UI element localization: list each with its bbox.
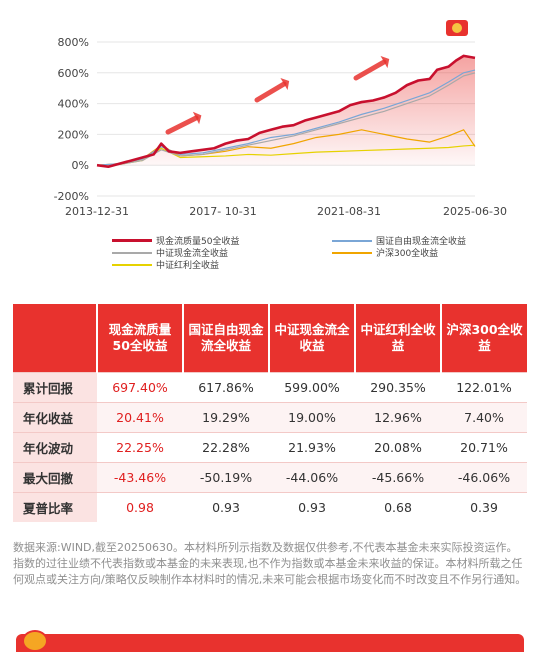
legend-label: 现金流质量50全收益 xyxy=(156,237,240,247)
table-cell: 19.29% xyxy=(183,401,269,432)
table-cell: 0.93 xyxy=(183,491,269,522)
legend-item: 国证自由现金流全收益 xyxy=(332,234,466,247)
table-cell: 12.96% xyxy=(355,401,441,432)
legend-swatch xyxy=(112,263,152,266)
table-row-label: 夏普比率 xyxy=(13,491,97,522)
table-cell: -44.06% xyxy=(269,461,355,492)
y-tick-label: 0% xyxy=(72,159,89,172)
legend-label: 中证现金流全收益 xyxy=(156,249,229,259)
table-cell: -43.46% xyxy=(97,461,183,492)
legend-label: 国证自由现金流全收益 xyxy=(376,237,467,247)
table-row-label: 年化波动 xyxy=(13,431,97,462)
table-cell: -45.66% xyxy=(355,461,441,492)
table-header-corner xyxy=(13,304,98,372)
table-cell: 697.40% xyxy=(97,371,183,402)
table-cell: 599.00% xyxy=(269,371,355,402)
flag-emblem-icon xyxy=(452,23,462,33)
legend-label: 沪深300全收益 xyxy=(376,249,439,259)
table-cell: -46.06% xyxy=(441,461,527,492)
metrics-table-wrapper: 现金流质量50全收益 国证自由现金流全收益 中证现金流全收益 中证红利全收益 沪… xyxy=(13,304,527,522)
legend-label: 中证红利全收益 xyxy=(156,261,220,271)
table-body: 累计回报 697.40% 617.86% 599.00% 290.35% 122.01% 年… xyxy=(13,371,527,522)
y-tick-label: 800% xyxy=(58,36,89,49)
table-cell: 0.39 xyxy=(441,491,527,522)
table-cell: 0.98 xyxy=(97,491,183,522)
series-line xyxy=(96,54,476,169)
trend-arrow-icon xyxy=(353,59,387,81)
x-tick-label: 2025-06-30 xyxy=(443,205,507,218)
trend-arrow-icon xyxy=(165,115,199,135)
table-row-label: 年化收益 xyxy=(13,401,97,432)
chart-legend: 现金流质量50全收益 国证自由现金流全收益中证现金流全收益 沪深300全收益中证红利… xyxy=(112,234,532,274)
table-header-cell: 现金流质量50全收益 xyxy=(97,304,184,372)
metrics-table: 现金流质量50全收益 国证自由现金流全收益 中证现金流全收益 中证红利全收益 沪… xyxy=(13,304,527,522)
main-series-area xyxy=(97,55,475,167)
legend-item: 中证现金流全收益 xyxy=(112,246,228,259)
table-header-cell: 中证红利全收益 xyxy=(355,304,442,372)
table-cell: 20.41% xyxy=(97,401,183,432)
y-tick-label: 400% xyxy=(58,98,89,111)
data-source-footnote: 数据来源:WIND,截至20250630。本材料所列示指数及数据仅供参考,不代表… xyxy=(13,541,527,586)
y-tick-label: 200% xyxy=(58,128,89,141)
table-row: 最大回撤 -43.46% -50.19% -44.06% -45.66% -46.06% xyxy=(13,461,527,492)
trend-arrow-icon xyxy=(254,81,287,103)
series-line xyxy=(96,144,476,166)
badge-icon xyxy=(22,630,48,652)
table-row: 年化收益 20.41% 19.29% 19.00% 12.96% 7.40% xyxy=(13,401,527,432)
legend-item: 现金流质量50全收益 xyxy=(112,234,239,247)
table-cell: 122.01% xyxy=(441,371,527,402)
table-row: 累计回报 697.40% 617.86% 599.00% 290.35% 122.01% xyxy=(13,371,527,402)
bottom-section-banner xyxy=(16,634,524,652)
table-cell: 22.25% xyxy=(97,431,183,462)
legend-item: 沪深300全收益 xyxy=(332,246,438,259)
table-cell: -50.19% xyxy=(183,461,269,492)
table-cell: 617.86% xyxy=(183,371,269,402)
table-row: 年化波动 22.25% 22.28% 21.93% 20.08% 20.71% xyxy=(13,431,527,462)
table-header-cell: 沪深300全收益 xyxy=(441,304,527,372)
x-tick-label: 2013-12-31 xyxy=(65,205,129,218)
trend-arrow-head-icon xyxy=(192,111,202,125)
table-header-cell: 中证现金流全收益 xyxy=(269,304,356,372)
series-line xyxy=(96,72,476,166)
legend-swatch xyxy=(112,239,152,242)
table-row: 夏普比率 0.98 0.93 0.93 0.68 0.39 xyxy=(13,491,527,522)
trend-arrow-head-icon xyxy=(280,77,290,91)
table-cell: 19.00% xyxy=(269,401,355,432)
y-tick-label: -200% xyxy=(54,190,89,203)
table-cell: 0.93 xyxy=(269,491,355,522)
table-row-label: 最大回撤 xyxy=(13,461,97,492)
x-tick-label: 2017- 10-31 xyxy=(189,205,256,218)
table-cell: 290.35% xyxy=(355,371,441,402)
x-tick-label: 2021-08-31 xyxy=(317,205,381,218)
legend-swatch xyxy=(332,239,372,242)
table-cell: 21.93% xyxy=(269,431,355,462)
series-line xyxy=(96,69,476,166)
table-row-label: 累计回报 xyxy=(13,371,97,402)
table-cell: 0.68 xyxy=(355,491,441,522)
table-header-row: 现金流质量50全收益 国证自由现金流全收益 中证现金流全收益 中证红利全收益 沪… xyxy=(13,304,527,372)
table-cell: 20.71% xyxy=(441,431,527,462)
legend-swatch xyxy=(112,251,152,254)
legend-item: 中证红利全收益 xyxy=(112,258,219,271)
y-tick-label: 600% xyxy=(58,67,89,80)
performance-chart-svg: 800% 600% 400% 200% 0% -200% 2013-12-31 2017- 1… xyxy=(54,20,507,218)
table-cell: 22.28% xyxy=(183,431,269,462)
performance-chart: 800% 600% 400% 200% 0% -200% 2013-12-31 2017- 1… xyxy=(0,0,540,285)
legend-swatch xyxy=(332,251,372,254)
trend-arrow-head-icon xyxy=(380,55,390,69)
table-cell: 20.08% xyxy=(355,431,441,462)
table-cell: 7.40% xyxy=(441,401,527,432)
table-header-cell: 国证自由现金流全收益 xyxy=(183,304,270,372)
